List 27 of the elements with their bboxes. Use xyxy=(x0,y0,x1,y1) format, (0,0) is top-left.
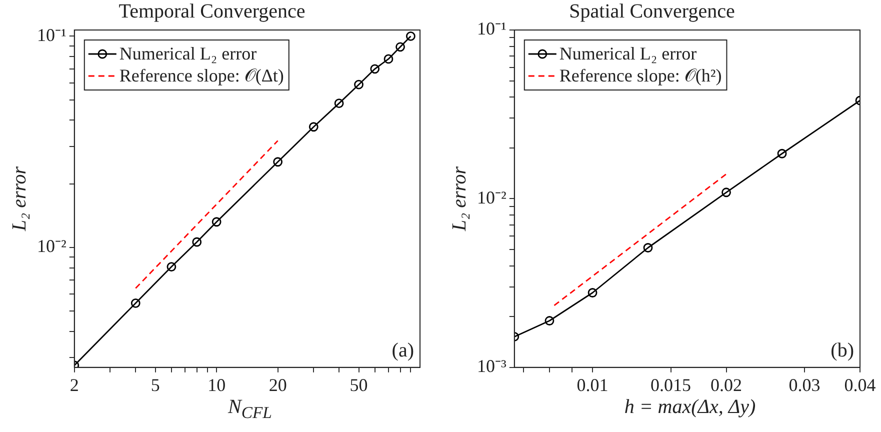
chart-title: Temporal Convergence xyxy=(118,0,306,22)
legend-label: Reference slope: 𝒪(Δt) xyxy=(119,66,284,86)
x-tick-label: 0.015 xyxy=(650,374,692,395)
chart-title: Spatial Convergence xyxy=(569,0,735,22)
y-tick-label: 10⁻² xyxy=(36,236,66,256)
x-tick-label: 0.01 xyxy=(576,374,608,395)
y-tick-label: 10⁻³ xyxy=(476,356,507,376)
legend-label: Reference slope: 𝒪(h²) xyxy=(559,66,722,86)
x-tick-label: 20 xyxy=(268,374,287,395)
x-tick-label: 5 xyxy=(150,374,160,395)
legend-label: Numerical L₂ error xyxy=(559,44,697,64)
x-axis-title: h = max(Δx, Δy) xyxy=(623,396,757,419)
x-axis-title: N$_{CFL}$ xyxy=(226,396,273,423)
x-tick-label: 0.04 xyxy=(844,374,876,395)
x-tick-label: 0.03 xyxy=(788,374,820,395)
annotation: (a) xyxy=(392,340,414,362)
x-tick-label: 50 xyxy=(350,374,368,395)
x-tick-label: 0.02 xyxy=(710,374,742,395)
x-tick-label: 2 xyxy=(70,374,79,395)
y-tick-label: 10⁻¹ xyxy=(476,18,506,39)
legend-label: Numerical L₂ error xyxy=(119,44,257,64)
annotation: (b) xyxy=(830,340,854,362)
x-tick-label: 10 xyxy=(208,374,226,395)
y-axis-title: L₂ error xyxy=(448,166,470,232)
y-tick-label: 10⁻² xyxy=(476,187,506,208)
y-axis-title: L₂ error xyxy=(8,166,30,232)
y-tick-label: 10⁻¹ xyxy=(36,24,66,45)
